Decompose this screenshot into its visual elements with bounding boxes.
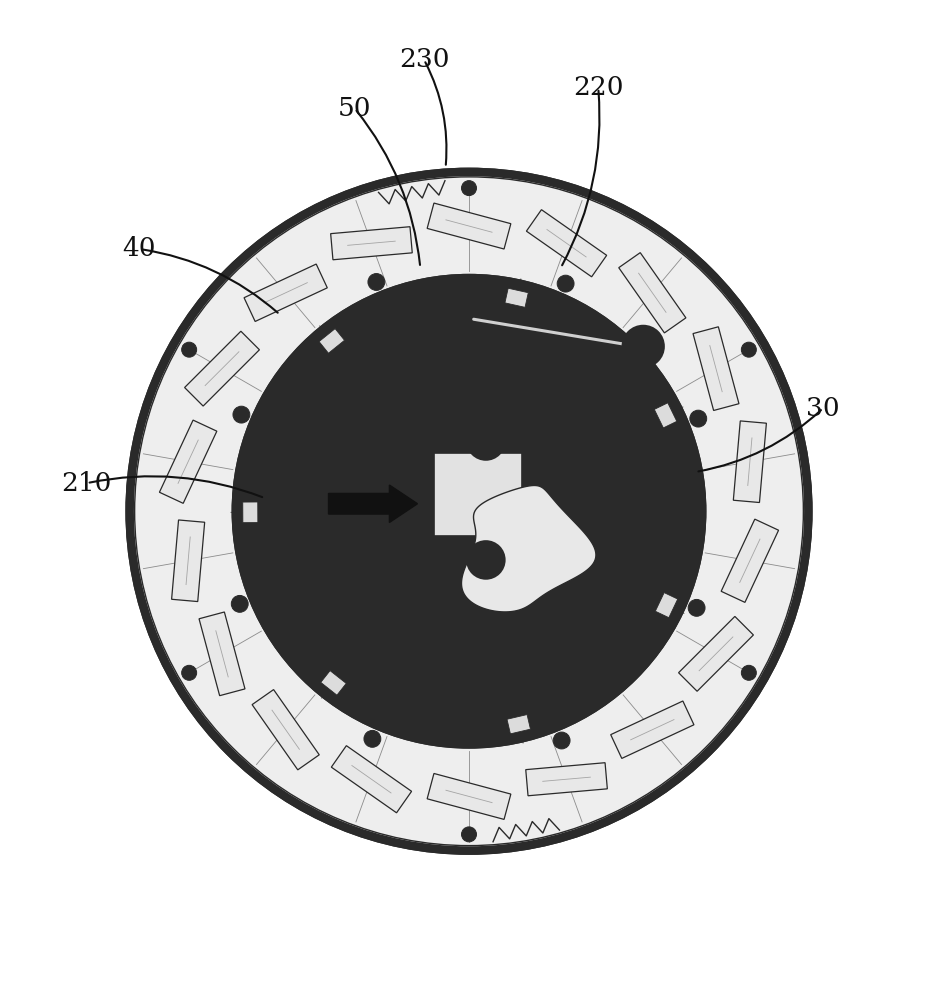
Circle shape xyxy=(368,734,377,744)
Polygon shape xyxy=(321,671,346,695)
Circle shape xyxy=(688,599,705,616)
Circle shape xyxy=(553,732,570,749)
Circle shape xyxy=(741,665,756,680)
Circle shape xyxy=(274,316,664,706)
Circle shape xyxy=(182,665,197,680)
FancyBboxPatch shape xyxy=(434,453,522,536)
Polygon shape xyxy=(461,485,596,612)
Circle shape xyxy=(461,181,477,196)
Polygon shape xyxy=(734,421,766,503)
Circle shape xyxy=(461,827,477,842)
Circle shape xyxy=(233,275,705,747)
Circle shape xyxy=(128,169,810,853)
Circle shape xyxy=(236,410,246,419)
Circle shape xyxy=(557,736,567,745)
Circle shape xyxy=(481,436,491,446)
Circle shape xyxy=(240,283,698,740)
Polygon shape xyxy=(185,331,260,406)
Circle shape xyxy=(557,275,574,292)
Circle shape xyxy=(689,410,706,427)
Polygon shape xyxy=(505,288,528,307)
Circle shape xyxy=(632,335,655,358)
Circle shape xyxy=(467,541,505,579)
Circle shape xyxy=(475,549,497,571)
Polygon shape xyxy=(319,329,344,353)
Polygon shape xyxy=(427,773,511,819)
Circle shape xyxy=(623,326,664,367)
Polygon shape xyxy=(656,593,677,618)
Circle shape xyxy=(561,279,570,288)
Text: 230: 230 xyxy=(399,47,449,72)
Circle shape xyxy=(235,599,245,609)
Circle shape xyxy=(741,342,756,357)
Polygon shape xyxy=(721,519,779,602)
Circle shape xyxy=(364,730,381,747)
Polygon shape xyxy=(678,616,753,691)
Circle shape xyxy=(475,430,497,452)
Circle shape xyxy=(692,603,702,613)
Polygon shape xyxy=(525,763,607,796)
Polygon shape xyxy=(252,690,319,770)
Circle shape xyxy=(233,406,250,423)
Text: 50: 50 xyxy=(338,96,371,121)
Text: 210: 210 xyxy=(62,471,112,496)
Circle shape xyxy=(232,595,249,612)
Polygon shape xyxy=(244,264,327,321)
Circle shape xyxy=(135,177,803,846)
Polygon shape xyxy=(331,746,412,813)
FancyArrow shape xyxy=(328,485,417,522)
Polygon shape xyxy=(159,420,217,503)
Polygon shape xyxy=(427,203,511,249)
Polygon shape xyxy=(526,210,607,277)
Polygon shape xyxy=(507,715,531,734)
Polygon shape xyxy=(611,701,694,758)
Text: 40: 40 xyxy=(123,236,156,261)
Polygon shape xyxy=(655,403,677,428)
Circle shape xyxy=(267,310,671,713)
Polygon shape xyxy=(199,612,245,696)
Text: 30: 30 xyxy=(807,396,840,421)
Circle shape xyxy=(481,555,491,565)
Circle shape xyxy=(467,422,505,460)
Circle shape xyxy=(371,277,381,287)
Polygon shape xyxy=(619,253,686,333)
Circle shape xyxy=(693,414,703,423)
Polygon shape xyxy=(331,227,413,260)
Text: 220: 220 xyxy=(573,75,624,100)
Circle shape xyxy=(368,274,385,290)
Polygon shape xyxy=(693,327,739,410)
Polygon shape xyxy=(243,502,258,523)
Polygon shape xyxy=(172,520,204,602)
Circle shape xyxy=(182,342,197,357)
